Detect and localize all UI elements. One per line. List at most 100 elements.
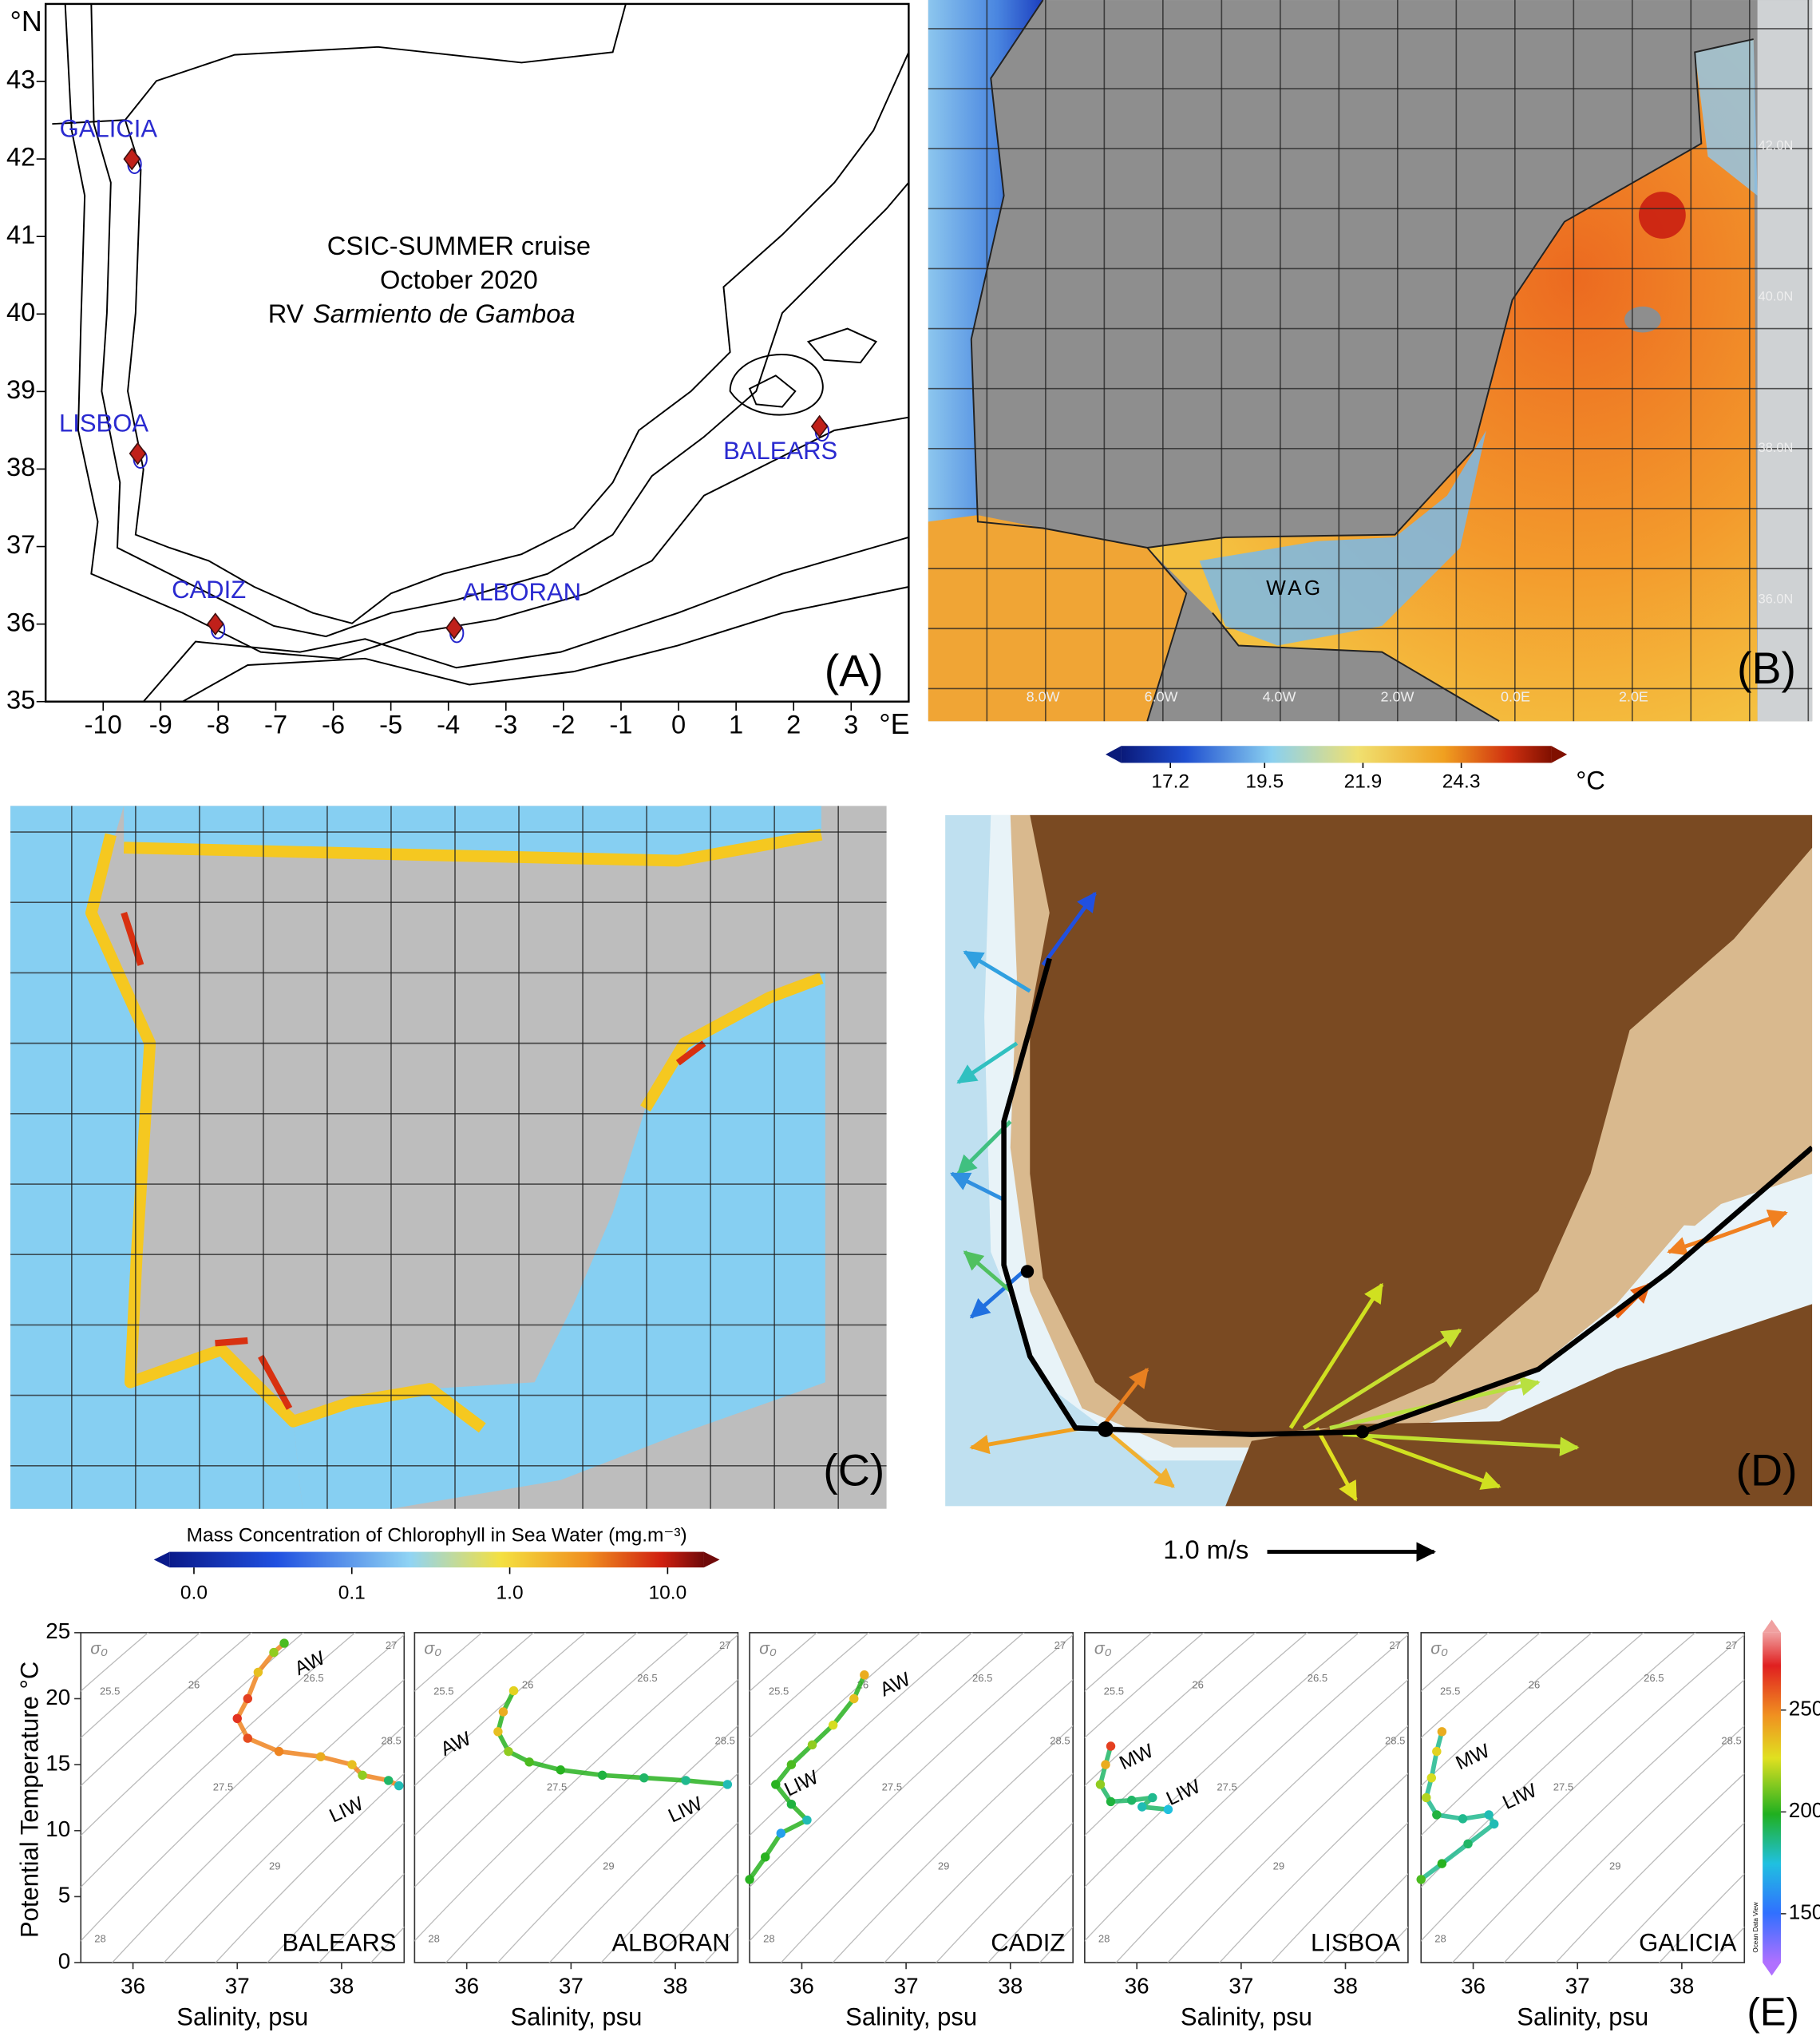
grid — [928, 0, 1813, 722]
station-marker — [123, 147, 141, 171]
station-name: CADIZ — [991, 1928, 1065, 1956]
colorbar-tick-label: 24.3 — [1442, 770, 1481, 792]
isopycnal — [1421, 1632, 1696, 1888]
profile-point — [828, 1720, 838, 1730]
isopycnals — [81, 1632, 405, 1963]
y-tick-label: 0 — [58, 1948, 70, 1973]
profile-point — [504, 1746, 513, 1757]
x-tick-label: -2 — [552, 709, 575, 739]
isopycnal-label: 28 — [94, 1933, 106, 1945]
isopycnal — [414, 1632, 587, 1787]
isopycnal — [750, 1632, 818, 1692]
colorbar-tick-label: 1.0 — [497, 1582, 524, 1603]
profile-point — [1095, 1780, 1106, 1789]
isopycnal — [163, 1725, 405, 1963]
x-tick-label: -10 — [85, 709, 122, 739]
isopycnal-label: 28.5 — [381, 1735, 401, 1747]
isopycnal-label: 25.5 — [1440, 1686, 1460, 1697]
ts-diagram: 25.5 26 26.5 27 27.5 28.5 29 28 σ₀ 36 37 38 Salinity… — [1084, 1632, 1409, 2030]
isopycnal-label: 27.5 — [1553, 1781, 1573, 1793]
isopycnal-label: 25.5 — [769, 1686, 789, 1697]
land — [1030, 814, 1813, 1435]
isopycnal — [935, 1822, 1074, 1963]
x-tick-label: -4 — [437, 709, 460, 739]
profile-point — [681, 1776, 690, 1785]
station-label: GALICIA — [60, 114, 158, 142]
y-tick-label: 10 — [46, 1816, 70, 1841]
isopycnal — [832, 1725, 1074, 1963]
high-chlorophyll — [121, 912, 706, 1410]
colorbar-extend — [1551, 746, 1568, 763]
y-tick-label: 40 — [6, 297, 35, 327]
profile-point — [243, 1693, 253, 1704]
colorbar-title: Mass Concentration of Chlorophyll in Sea… — [187, 1524, 687, 1546]
isopycnal — [600, 1822, 738, 1963]
coastline — [52, 3, 627, 125]
colorbar-extend — [703, 1551, 720, 1568]
density-symbol: σ₀ — [90, 1640, 108, 1658]
x-tick-label: 36 — [789, 1973, 814, 1998]
profile-point — [745, 1875, 754, 1884]
current-vector — [969, 1426, 1083, 1455]
current-vector — [1100, 1367, 1149, 1429]
isopycnal — [81, 1632, 304, 1836]
isopycnal-label: 26 — [522, 1678, 534, 1690]
island — [1616, 1173, 1735, 1226]
x-tick-label: 38 — [1669, 1973, 1694, 1998]
panel-a: CSIC-SUMMER cruise October 2020 RV Sarmi… — [6, 2, 910, 740]
isopycnal — [780, 1678, 1074, 1963]
isopycnal — [750, 1632, 922, 1787]
isopycnal-label: 29 — [938, 1860, 950, 1872]
vessel-prefix: RV — [268, 299, 304, 328]
profile-point — [316, 1752, 326, 1761]
profile-point — [1106, 1796, 1116, 1807]
isopycnal-label: 28 — [763, 1933, 775, 1945]
x-axis-label: Salinity, psu — [845, 2002, 977, 2030]
isopycnal — [1658, 1873, 1745, 1963]
isopycnal — [81, 1634, 405, 1942]
isopycnal — [81, 1632, 253, 1787]
x-tick-label: -3 — [494, 709, 517, 739]
x-tick-label: 36 — [1461, 1973, 1486, 1998]
isopycnal-label: 26 — [1192, 1678, 1204, 1690]
lon-label: 2.0E — [1619, 689, 1648, 705]
isopycnal-label: 29 — [603, 1860, 615, 1872]
x-tick-label: -5 — [379, 709, 402, 739]
x-tick-label: 36 — [454, 1973, 479, 1998]
isopycnals — [1421, 1632, 1745, 1963]
profile-point — [1101, 1760, 1110, 1769]
isopycnal-label: 27.5 — [1217, 1781, 1236, 1793]
isopycnal-label: 28 — [1434, 1933, 1446, 1945]
colorbar-tick-label: 250 — [1789, 1697, 1820, 1721]
x-tick-label: 37 — [559, 1973, 584, 1998]
isopycnal-label: 28.5 — [1050, 1735, 1070, 1747]
isopycnals — [750, 1632, 1074, 1963]
profile-point — [1432, 1746, 1442, 1757]
sea-north-cool — [1695, 39, 1758, 196]
profile-point — [1163, 1804, 1173, 1815]
isopycnal-label: 26.5 — [1308, 1672, 1327, 1684]
isopycnal — [1167, 1725, 1408, 1963]
colorbar-tick-label: 21.9 — [1344, 770, 1383, 792]
profile-point — [860, 1670, 869, 1680]
lat-label: 38.0N — [1759, 441, 1794, 455]
land — [1225, 1304, 1813, 1507]
current-vector — [1694, 1209, 1788, 1248]
station — [1355, 1425, 1369, 1439]
panel-c: (C) Mass Concentration of Chlorophyll in… — [10, 806, 887, 1603]
profile-point — [639, 1773, 649, 1783]
colorbar-extend — [1763, 1619, 1782, 1633]
colorbar — [1121, 746, 1552, 763]
density-symbol: σ₀ — [759, 1640, 777, 1658]
isopycnal — [215, 1773, 405, 1963]
panel-b: WAG (B) °C 42.0N 40.0N 38.0N 36.0N 8.0W 6.0W 4… — [928, 0, 1813, 795]
density-symbol: σ₀ — [424, 1640, 441, 1658]
isopycnal — [1218, 1773, 1408, 1963]
y-tick-label: 15 — [46, 1750, 70, 1775]
profile-point — [1422, 1792, 1431, 1803]
profile-point — [274, 1746, 284, 1757]
current-vector — [1343, 1432, 1580, 1456]
colorbar-extend — [1763, 1963, 1782, 1976]
sea-atlantic — [10, 806, 303, 1509]
isopycnal — [1421, 1632, 1541, 1739]
